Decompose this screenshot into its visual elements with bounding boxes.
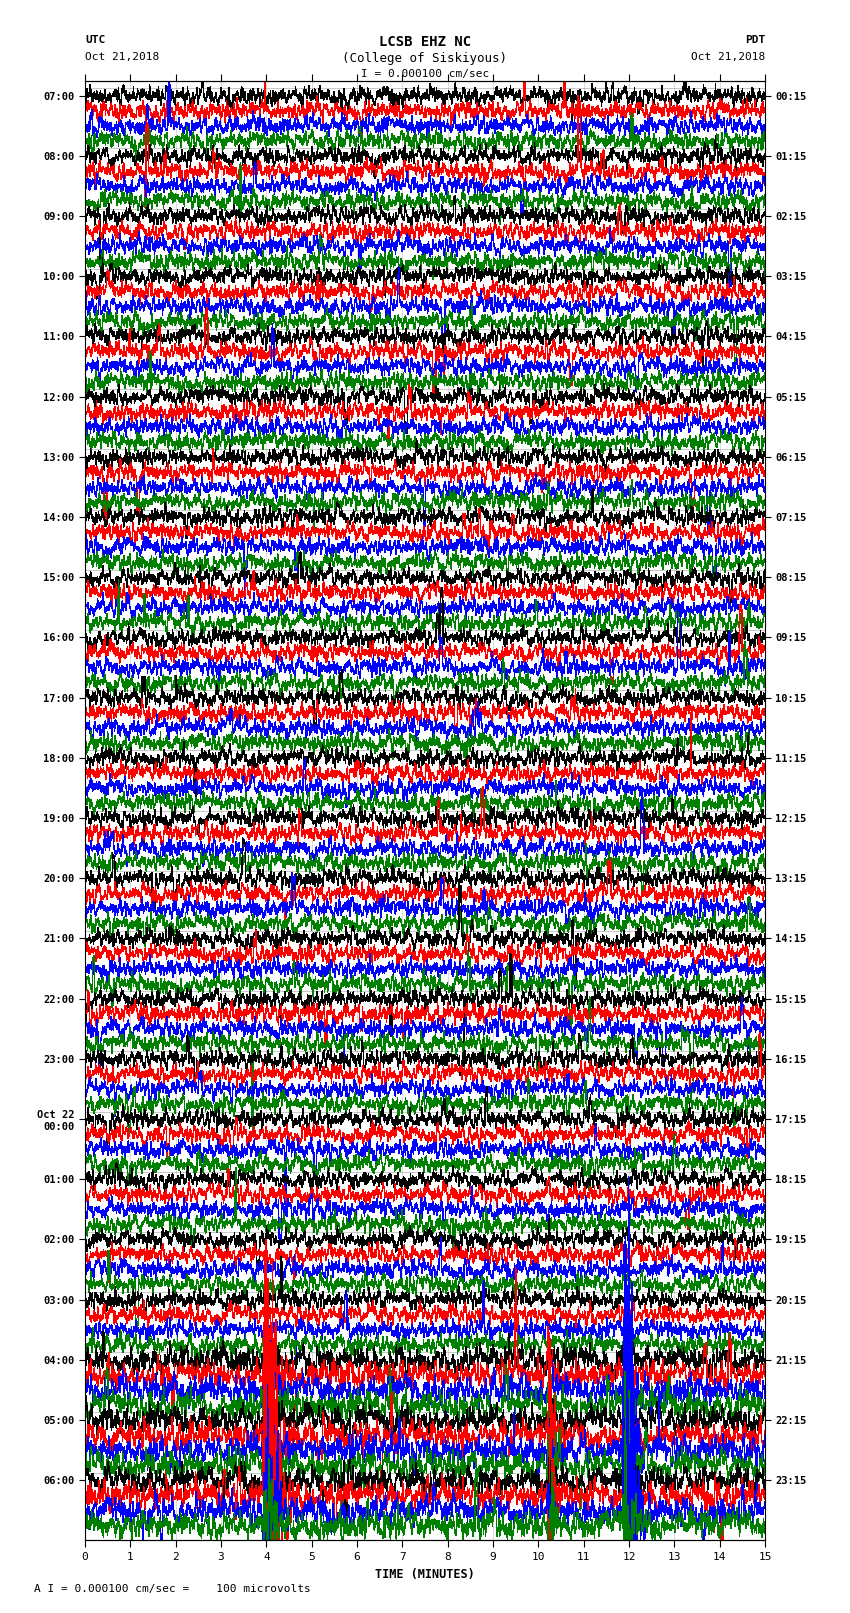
- Text: UTC: UTC: [85, 35, 105, 45]
- Text: Oct 21,2018: Oct 21,2018: [85, 52, 159, 61]
- Text: I = 0.000100 cm/sec: I = 0.000100 cm/sec: [361, 69, 489, 79]
- Text: Oct 21,2018: Oct 21,2018: [691, 52, 765, 61]
- Text: LCSB EHZ NC: LCSB EHZ NC: [379, 35, 471, 50]
- Text: (College of Siskiyous): (College of Siskiyous): [343, 52, 507, 65]
- Text: PDT: PDT: [745, 35, 765, 45]
- Text: A I = 0.000100 cm/sec =    100 microvolts: A I = 0.000100 cm/sec = 100 microvolts: [34, 1584, 311, 1594]
- X-axis label: TIME (MINUTES): TIME (MINUTES): [375, 1568, 475, 1581]
